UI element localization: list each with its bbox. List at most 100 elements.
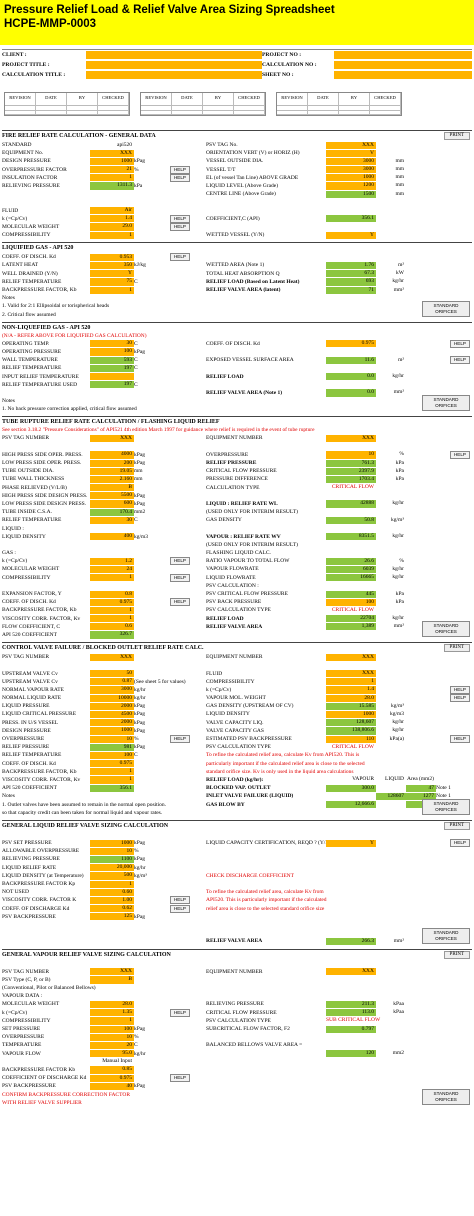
help-button[interactable]: HELP [169, 253, 190, 262]
empty-cell [376, 231, 406, 239]
empty-cell [436, 1041, 472, 1049]
field-label: SHEET NO : [262, 72, 294, 78]
help-button[interactable]: HELP [449, 839, 470, 848]
cell: 300.0 [326, 784, 376, 792]
help-button[interactable]: HELP [449, 356, 470, 365]
empty-cell [90, 984, 134, 992]
empty-cell [436, 831, 472, 839]
standard-orifices-button[interactable]: STANDARD ORIFICES [422, 1088, 470, 1105]
standard-orifices-button[interactable]: STANDARD ORIFICES [422, 621, 470, 638]
cell: mm2 [392, 1050, 404, 1057]
cell: 600 [90, 500, 134, 508]
revision-cell [141, 106, 172, 111]
row: OVERPRESSURE 10% [2, 1033, 472, 1041]
cell: 29.0 [90, 223, 134, 231]
print-button[interactable]: PRINT [443, 644, 470, 653]
cell: OVERPRESSURE [2, 1034, 45, 1041]
empty-cell [376, 929, 406, 937]
empty-cell [206, 984, 326, 992]
help-button[interactable]: HELP [169, 735, 190, 743]
cell: (See sheet 5 for values) [134, 678, 186, 685]
cell: kPag [134, 500, 145, 507]
code: HCPE-MMP-0003 [4, 18, 97, 30]
cell: 125 [90, 913, 134, 921]
print-button[interactable]: PRINT [443, 821, 470, 830]
empty-cell [326, 508, 376, 516]
empty-cell [436, 549, 472, 557]
cell: LIQUID DENSITY [206, 711, 250, 718]
cell: VISCOSITY CORR. FACTOR, Kv [2, 615, 81, 622]
section-title: NON-LIQUEFIED GAS - API 520 [2, 324, 91, 331]
cell: VAPOUR MOL. WEIGHT [206, 695, 266, 702]
help-button[interactable]: HELP [169, 214, 190, 223]
empty-cell [436, 565, 472, 573]
cell: kg/hr [134, 695, 146, 702]
empty-cell [206, 921, 326, 929]
row: COEFF. OF DISCH. Kd 0.975 HELP PSV BACK PRE… [2, 598, 472, 607]
empty-cell [436, 702, 472, 710]
cell: kPag [134, 451, 145, 458]
empty-cell [406, 670, 436, 678]
print-button[interactable]: PRINT [443, 950, 470, 959]
help-button[interactable]: HELP [449, 735, 470, 743]
revision-cell [370, 110, 401, 115]
help-button[interactable]: HELP [169, 173, 190, 182]
empty-cell [134, 397, 206, 405]
empty-cell [406, 215, 436, 223]
empty-cell [406, 678, 436, 686]
help-button[interactable]: HELP [169, 1008, 190, 1017]
standard-orifices-button[interactable]: STANDARD ORIFICES [422, 927, 470, 944]
cell: C [134, 340, 138, 347]
cell: % [399, 557, 404, 564]
help-button[interactable]: HELP [169, 165, 190, 174]
standard-orifices-button[interactable]: STANDARD ORIFICES [422, 300, 470, 317]
empty-cell [436, 557, 472, 565]
empty-cell [436, 727, 472, 735]
cell: PSV CALCULATION TYPE [206, 607, 271, 614]
field-value [86, 71, 262, 79]
cell: FLUID [206, 670, 223, 677]
cell: TUBE INSIDE C.S.A. [2, 509, 52, 516]
cell: WELL DRAINED (Y/N) [2, 270, 58, 277]
empty-cell [206, 1050, 326, 1058]
row: COMPRESSIBILITY 1 WETTED VESSEL (Y/N) Y [2, 231, 472, 239]
help-button[interactable]: HELP [169, 557, 190, 566]
row: BACKPRESSURE FACTOR Kp 1 [2, 880, 472, 888]
row [2, 661, 472, 669]
help-button[interactable]: HELP [169, 222, 190, 231]
cell: 0.975 [90, 598, 134, 606]
empty-cell [326, 525, 376, 533]
help-button[interactable]: HELP [169, 904, 190, 913]
empty-cell [406, 270, 436, 278]
cell: 10 [90, 847, 134, 855]
row: CONFIRM BACKPRESSURE CORRECTION FACTOR [2, 1091, 472, 1099]
cell: 110 [326, 735, 376, 743]
empty-cell [326, 880, 376, 888]
help-button[interactable]: HELP [449, 450, 470, 459]
standard-orifices-button[interactable]: STANDARD ORIFICES [422, 395, 470, 412]
empty-cell [436, 896, 472, 904]
help-button[interactable]: HELP [169, 598, 190, 607]
cell: LIQUID LEVEL (Above Grade) [206, 182, 279, 189]
revision-header: DATE [36, 93, 67, 107]
cell: 1500 [326, 190, 376, 198]
cell: 16665 [326, 574, 376, 582]
row: DESIGN PRESSURE 1000 kPag VALVE CAPACITY GA… [2, 727, 472, 735]
revision-table: REVISION DATE BY CHECKED [140, 92, 266, 116]
empty-cell [134, 615, 206, 623]
help-button[interactable]: HELP [169, 573, 190, 582]
standard-orifices-button[interactable]: STANDARD ORIFICES [422, 798, 470, 815]
empty-cell [90, 937, 134, 945]
print-button[interactable]: PRINT [443, 132, 470, 140]
empty-cell [406, 475, 436, 483]
help-button[interactable]: HELP [169, 896, 190, 905]
empty-cell [406, 976, 436, 984]
help-button[interactable]: HELP [169, 1074, 190, 1083]
help-button[interactable]: HELP [449, 694, 470, 703]
empty-cell [436, 598, 472, 606]
row: COMPRESSIBILITY 1 HELP LIQUID FLOWRATE 16665… [2, 573, 472, 582]
help-button[interactable]: HELP [449, 685, 470, 694]
empty-cell [406, 760, 436, 768]
help-button[interactable]: HELP [449, 339, 470, 348]
empty-cell [2, 190, 90, 198]
